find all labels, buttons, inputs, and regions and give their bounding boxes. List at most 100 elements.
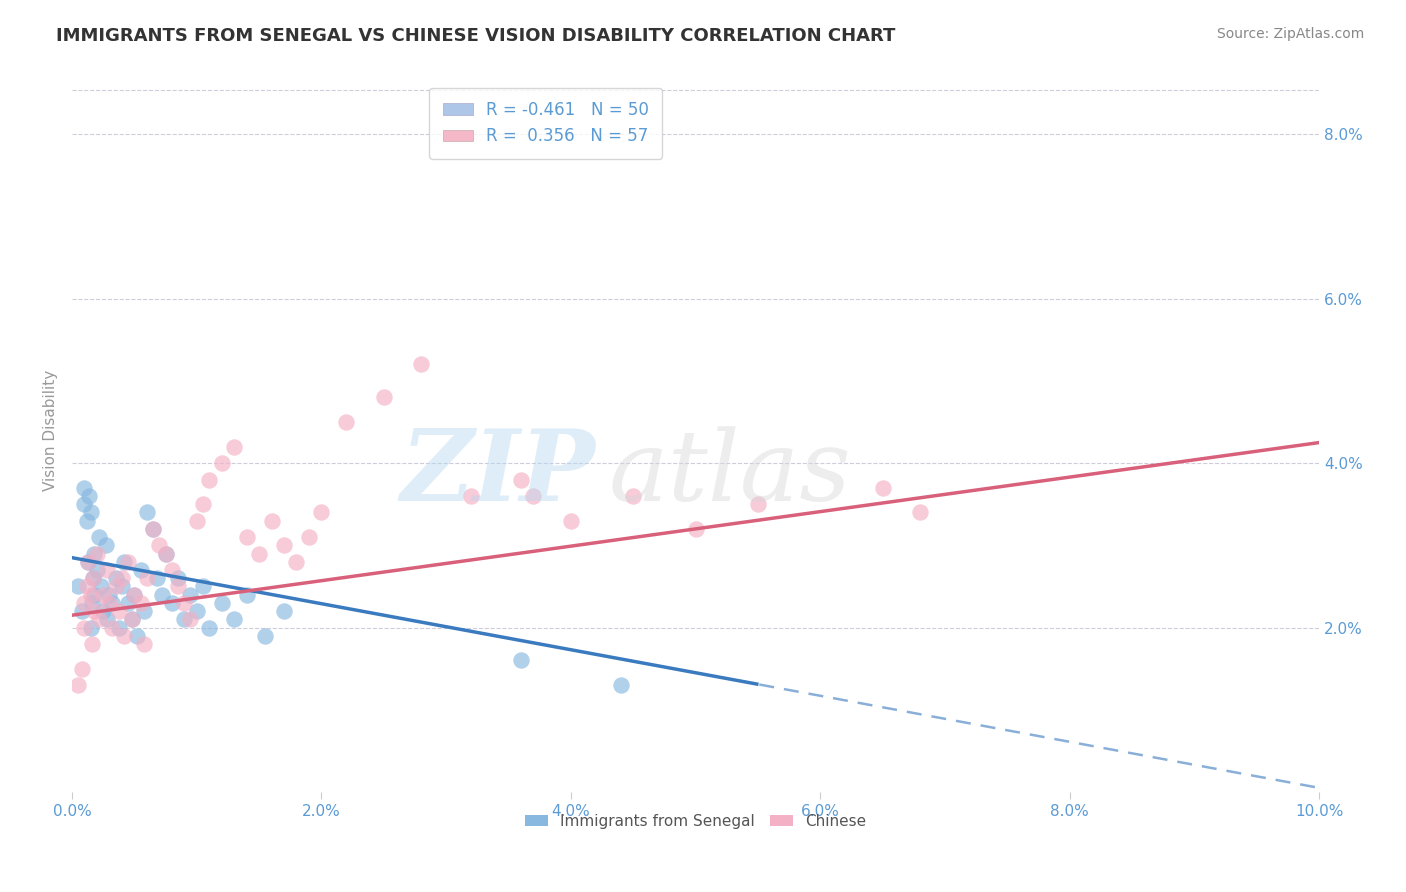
Point (198, 621, 221, 635)
Legend: Immigrants from Senegal, Chinese: Immigrants from Senegal, Chinese (519, 808, 872, 835)
Point (311, 505, 333, 519)
Point (125, 629, 148, 643)
Point (460, 489, 482, 503)
Point (560, 514, 582, 528)
Point (747, 497, 769, 511)
Point (121, 612, 143, 626)
Text: IMMIGRANTS FROM SENEGAL VS CHINESE VISION DISABILITY CORRELATION CHART: IMMIGRANTS FROM SENEGAL VS CHINESE VISIO… (56, 27, 896, 45)
Point (90, 579, 112, 593)
Text: Source: ZipAtlas.com: Source: ZipAtlas.com (1216, 27, 1364, 41)
Point (235, 530, 257, 544)
Point (117, 596, 139, 610)
Point (260, 514, 283, 528)
Point (609, 678, 631, 692)
Point (67, 579, 90, 593)
Point (96, 612, 118, 626)
Point (224, 440, 246, 454)
Point (191, 497, 214, 511)
Point (335, 415, 357, 429)
Point (83, 588, 105, 602)
Text: atlas: atlas (609, 426, 851, 521)
Point (82, 571, 104, 585)
Point (124, 588, 146, 602)
Text: ZIP: ZIP (401, 425, 596, 522)
Point (134, 604, 156, 618)
Point (76, 579, 98, 593)
Point (167, 571, 190, 585)
Point (76, 514, 98, 528)
Point (67, 678, 90, 692)
Point (94, 538, 117, 552)
Point (211, 456, 233, 470)
Point (872, 481, 894, 495)
Point (235, 588, 257, 602)
Point (134, 637, 156, 651)
Point (173, 596, 195, 610)
Point (101, 621, 124, 635)
Point (96, 563, 118, 577)
Point (121, 612, 143, 626)
Point (198, 473, 221, 487)
Point (522, 489, 544, 503)
Point (211, 596, 233, 610)
Point (298, 530, 321, 544)
Y-axis label: Vision Disability: Vision Disability (44, 369, 58, 491)
Point (135, 505, 157, 519)
Point (82, 571, 104, 585)
Point (80, 596, 103, 610)
Point (148, 538, 170, 552)
Point (80, 505, 103, 519)
Point (155, 547, 177, 561)
Point (908, 505, 931, 519)
Point (77, 555, 100, 569)
Point (373, 390, 395, 404)
Point (167, 579, 190, 593)
Point (70, 604, 93, 618)
Point (224, 612, 246, 626)
Point (73, 481, 96, 495)
Point (83, 604, 105, 618)
Point (73, 497, 96, 511)
Point (285, 555, 308, 569)
Point (273, 604, 295, 618)
Point (104, 579, 127, 593)
Point (135, 571, 157, 585)
Point (83, 547, 105, 561)
Point (150, 588, 173, 602)
Point (179, 612, 201, 626)
Point (117, 555, 139, 569)
Point (101, 596, 124, 610)
Point (254, 629, 277, 643)
Point (155, 547, 177, 561)
Point (111, 571, 134, 585)
Point (77, 555, 100, 569)
Point (685, 522, 707, 536)
Point (111, 579, 134, 593)
Point (179, 588, 201, 602)
Point (510, 473, 533, 487)
Point (91, 604, 114, 618)
Point (89, 530, 111, 544)
Point (73, 621, 96, 635)
Point (186, 514, 208, 528)
Point (191, 579, 214, 593)
Point (112, 629, 135, 643)
Point (142, 522, 165, 536)
Point (273, 538, 295, 552)
Point (621, 489, 644, 503)
Point (411, 358, 433, 372)
Point (129, 596, 152, 610)
Point (91, 588, 114, 602)
Point (73, 596, 96, 610)
Point (173, 612, 195, 626)
Point (104, 571, 127, 585)
Point (70, 662, 93, 676)
Point (124, 588, 146, 602)
Point (112, 555, 135, 569)
Point (89, 612, 111, 626)
Point (80, 588, 103, 602)
Point (80, 621, 103, 635)
Point (160, 596, 183, 610)
Point (247, 547, 270, 561)
Point (86, 563, 108, 577)
